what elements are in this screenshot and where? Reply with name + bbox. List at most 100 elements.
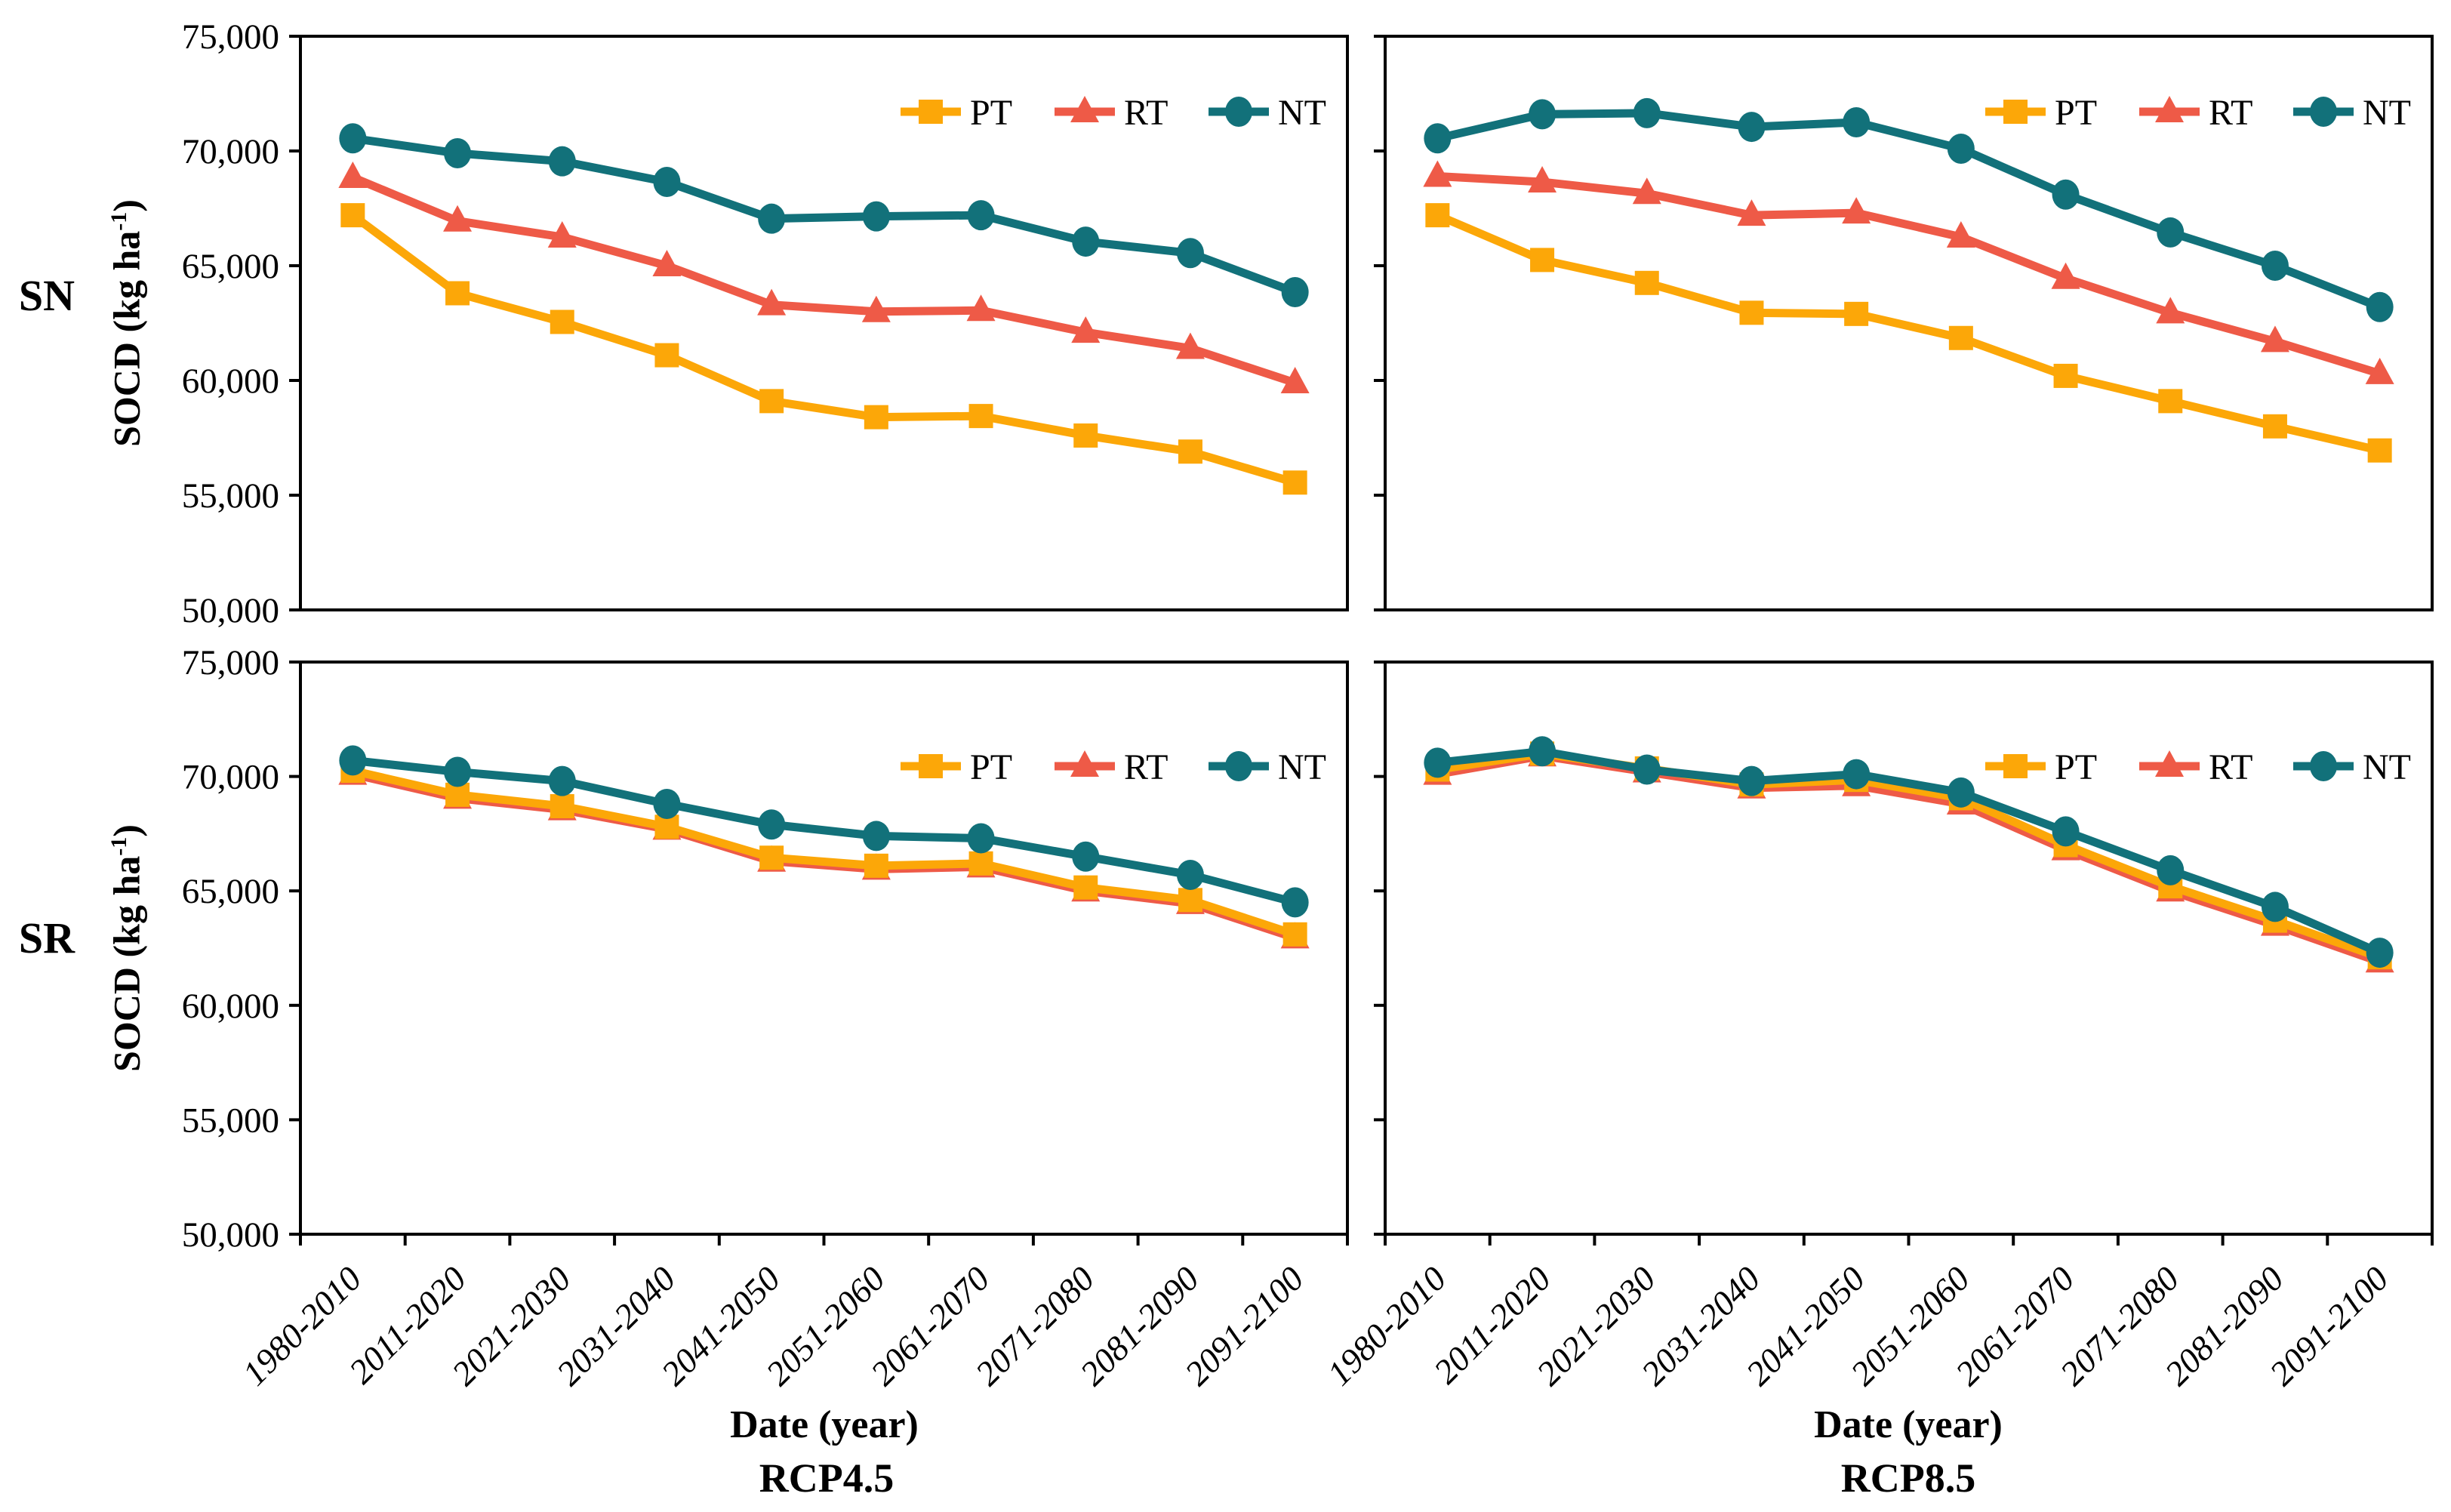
legend-item-pt: PT	[1985, 93, 2097, 133]
x-tick-label: 1980-2010	[235, 1259, 368, 1393]
legend-sn-rcp85: PT RT NT	[1985, 93, 2411, 133]
marker-PT	[1178, 439, 1202, 464]
series-nt-sr-rcp85	[1424, 736, 2394, 968]
marker-NT	[2261, 891, 2289, 922]
marker-PT	[2158, 389, 2183, 414]
marker-RT	[1070, 750, 1099, 777]
marker-NT	[653, 167, 681, 198]
series-rt-sn-rcp85	[1423, 160, 2394, 384]
y-tick-label: 55,000	[182, 1101, 279, 1140]
y-tick-label: 60,000	[182, 987, 279, 1026]
series-line-NT	[1433, 747, 2385, 957]
legend-item-pt: PT	[1985, 747, 2097, 787]
legend-label: RT	[2209, 747, 2252, 787]
marker-RT	[1071, 316, 1101, 343]
marker-NT	[2052, 816, 2080, 847]
y-axis-title-sup: -1	[106, 836, 131, 856]
legend-item-nt: NT	[1209, 93, 1326, 133]
marker-RT	[652, 250, 682, 276]
legend-sn-rcp45: PT RT NT	[901, 93, 1326, 133]
legend-label: NT	[1278, 747, 1326, 787]
series-nt-sn-rcp85	[1424, 97, 2394, 322]
series-pt-sn-rcp85	[1425, 203, 2392, 463]
legend-label: RT	[2209, 93, 2252, 133]
marker-PT	[864, 405, 888, 430]
marker-NT	[444, 756, 472, 787]
legend-item-rt: RT	[2139, 747, 2252, 787]
marker-RT	[443, 205, 473, 232]
marker-PT	[1282, 922, 1307, 947]
marker-NT	[2052, 179, 2080, 210]
y-tick-label: 55,000	[182, 476, 279, 516]
series-line-PT	[1433, 211, 2385, 455]
y-tick-label: 50,000	[182, 591, 279, 630]
y-tick-label: 70,000	[182, 132, 279, 171]
marker-RT	[2365, 357, 2394, 384]
marker-RT	[547, 221, 577, 248]
marker-NT	[2261, 251, 2289, 281]
y-tick-label: 60,000	[182, 362, 279, 401]
marker-NT	[653, 788, 681, 819]
legend-sr-rcp85: PT RT NT	[1985, 747, 2411, 787]
legend-item-nt: NT	[2293, 747, 2411, 787]
marker-NT	[1738, 112, 1766, 143]
legend-item-rt: RT	[1055, 93, 1168, 133]
chart-panel-sr-rcp45: 75,000 70,000 65,000 60,000 55,000 50,0001980…	[182, 643, 1349, 1393]
marker-RT	[2155, 750, 2184, 777]
y-tick-label: 50,000	[182, 1215, 279, 1255]
marker-NT	[1281, 276, 1309, 307]
series-line-NT	[348, 756, 1300, 907]
marker-RT	[1528, 166, 1557, 193]
chart-panel-sn-rcp45: 75,000 70,000 65,000 60,000 55,000 50,000 PT RT…	[182, 17, 1349, 630]
marker-PT	[550, 309, 574, 334]
y-tick-label: 75,000	[182, 643, 279, 682]
legend-label: PT	[2055, 93, 2097, 133]
marker-NT	[1072, 841, 1100, 872]
marker-PT	[968, 851, 993, 876]
plot-border	[299, 35, 1349, 611]
marker-PT	[550, 794, 574, 819]
legend-label: NT	[2363, 747, 2411, 787]
marker-NT	[1529, 99, 1557, 130]
marker-PT	[1073, 875, 1098, 900]
y-tick-label: 70,000	[182, 758, 279, 797]
marker-PT	[1634, 270, 1659, 295]
chart-panel-sn-rcp85: PT RT NT	[1374, 35, 2434, 611]
marker-NT	[862, 201, 890, 232]
marker-RT	[1946, 221, 1975, 248]
marker-PT	[919, 754, 943, 778]
marker-PT	[919, 100, 943, 124]
marker-RT	[2051, 262, 2080, 289]
marker-NT	[339, 123, 367, 154]
marker-NT	[967, 823, 995, 854]
marker-RT	[338, 161, 368, 188]
legend-label: PT	[970, 93, 1012, 133]
marker-RT	[1842, 197, 1871, 224]
marker-PT	[340, 203, 365, 228]
marker-PT	[968, 404, 993, 429]
y-axis-title-text: SOCD (kg ha	[105, 855, 148, 1072]
y-axis-title-close: )	[105, 824, 148, 837]
marker-NT	[1738, 765, 1766, 796]
marker-PT	[1844, 301, 1869, 326]
marker-NT	[1424, 123, 1452, 154]
legend-label: RT	[1124, 93, 1168, 133]
y-tick-label: 75,000	[182, 17, 279, 57]
marker-RT	[2155, 96, 2184, 122]
marker-RT	[1070, 96, 1099, 122]
marker-PT	[2003, 754, 2028, 778]
y-axis-title-sup: -1	[106, 211, 131, 231]
y-axis-title-bottom: SOCD (kg ha-1)	[97, 661, 148, 1235]
marker-NT	[758, 203, 786, 234]
marker-PT	[759, 389, 784, 414]
legend-label: RT	[1124, 747, 1168, 787]
marker-RT	[2156, 297, 2185, 324]
legend-label: NT	[2363, 93, 2411, 133]
marker-NT	[1843, 107, 1871, 137]
marker-NT	[2310, 97, 2337, 127]
marker-NT	[1633, 754, 1661, 785]
marker-NT	[1281, 887, 1309, 918]
marker-NT	[444, 138, 472, 169]
marker-NT	[1225, 751, 1252, 781]
